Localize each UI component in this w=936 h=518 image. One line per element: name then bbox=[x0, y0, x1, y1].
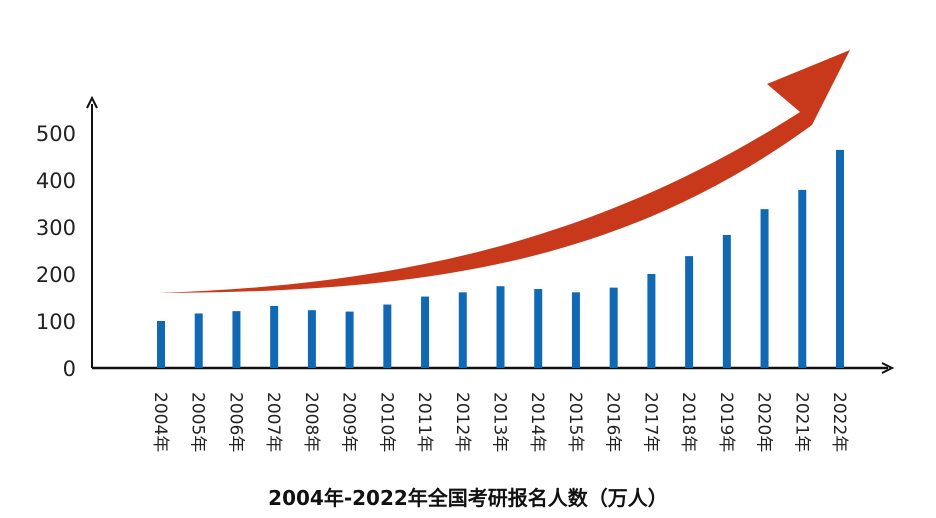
y-axis-arrow-icon bbox=[86, 95, 98, 109]
y-tick-label: 100 bbox=[36, 310, 76, 334]
x-tick-label: 2010年 bbox=[376, 392, 396, 452]
bar bbox=[760, 209, 769, 368]
bar bbox=[232, 311, 241, 368]
x-tick-label: 2005年 bbox=[188, 392, 208, 452]
x-tick-label: 2012年 bbox=[452, 392, 472, 452]
y-tick-label: 0 bbox=[63, 357, 76, 381]
bar bbox=[270, 305, 279, 368]
bar bbox=[383, 304, 392, 368]
bar bbox=[534, 289, 543, 368]
bar bbox=[157, 321, 165, 368]
x-tick-label: 2021年 bbox=[791, 392, 811, 452]
trend-arrow bbox=[158, 50, 850, 293]
bar bbox=[798, 189, 807, 368]
x-tick-label: 2020年 bbox=[754, 392, 774, 452]
x-tick-label: 2016年 bbox=[603, 392, 623, 452]
x-tick-label: 2017年 bbox=[640, 392, 660, 452]
x-tick-label: 2018年 bbox=[678, 392, 698, 452]
x-tick-label: 2019年 bbox=[716, 392, 736, 452]
x-tick-label: 2008年 bbox=[301, 392, 321, 452]
bar bbox=[307, 310, 316, 368]
y-tick-label: 500 bbox=[36, 122, 76, 146]
bar bbox=[685, 256, 694, 368]
bar bbox=[609, 287, 618, 368]
x-tick-label: 2022年 bbox=[829, 392, 849, 452]
x-tick-label: 2004年 bbox=[150, 392, 170, 452]
bar bbox=[722, 234, 731, 368]
x-tick-label: 2014年 bbox=[527, 392, 547, 452]
x-tick-label: 2009年 bbox=[339, 392, 359, 452]
chart-title: 2004年-2022年全国考研报名人数（万人） bbox=[268, 486, 668, 510]
x-tick-label: 2015年 bbox=[565, 392, 585, 452]
x-axis-arrow-icon bbox=[881, 362, 895, 374]
bar bbox=[647, 274, 656, 368]
x-tick-label: 2007年 bbox=[263, 392, 283, 452]
bar bbox=[345, 311, 354, 368]
y-tick-label: 200 bbox=[36, 263, 76, 287]
bar bbox=[458, 292, 467, 368]
bar bbox=[194, 313, 203, 368]
bar bbox=[836, 149, 844, 368]
x-tick-label: 2011年 bbox=[414, 392, 434, 452]
bar bbox=[496, 286, 505, 368]
bar bbox=[571, 292, 580, 368]
x-tick-label: 2006年 bbox=[225, 392, 245, 452]
y-tick-label: 300 bbox=[36, 216, 76, 240]
bar bbox=[421, 296, 430, 368]
x-tick-label: 2013年 bbox=[490, 392, 510, 452]
y-tick-label: 400 bbox=[36, 169, 76, 193]
